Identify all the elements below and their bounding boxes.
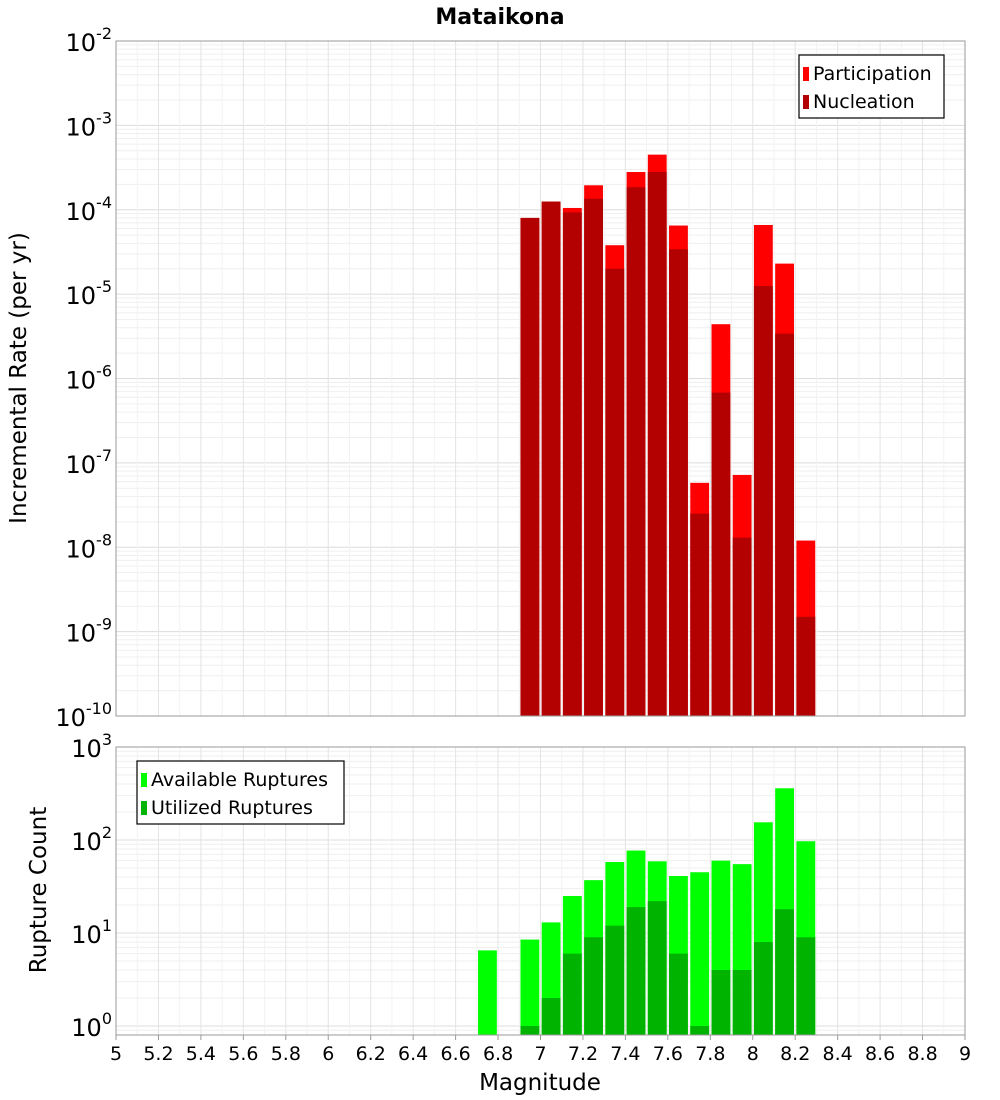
count-bar-utilized-ruptures-7.35 [605,925,625,1035]
rate-bars [520,154,816,717]
rate-legend-label: Nucleation [813,91,915,113]
rate-y-tick-label: 10-5 [66,277,113,310]
x-tick-label: 8.6 [865,1043,895,1065]
x-tick-label: 8.4 [823,1043,853,1065]
x-tick-label: 8.2 [780,1043,810,1065]
rate-bar-nucleation-7.45 [626,187,646,716]
rate-bar-nucleation-7.25 [584,198,603,717]
rate-y-tick-label: 10-4 [66,193,113,226]
x-tick-label: 7 [534,1043,546,1065]
count-legend-swatch [141,773,147,787]
count-legend-swatch [141,801,147,815]
x-axis-label: Magnitude [479,1070,601,1096]
count-y-ticks: 100 101 102 103 [71,730,112,1042]
rate-y-tick-label: 10-6 [66,362,113,395]
rate-legend-label: Participation [813,63,932,85]
x-tick-label: 5.4 [186,1043,216,1065]
rate-y-tick-label: 10-7 [66,446,113,479]
count-bar-utilized-ruptures-7.95 [732,969,752,1035]
count-bar-utilized-ruptures-7.15 [562,953,582,1035]
count-y-tick-label: 100 [71,1009,112,1042]
x-tick-label: 7.6 [653,1043,683,1065]
bottom-y-axis-label: Rupture Count [26,807,52,973]
rate-legend-swatch [803,95,809,109]
chart-title: Mataikona [435,5,564,30]
x-tick-label: 8 [747,1043,759,1065]
count-y-tick-label: 101 [71,916,112,949]
rate-y-tick-label: 10-3 [66,108,113,141]
x-tick-label: 5.2 [143,1043,173,1065]
rate-legend-swatch [803,67,809,81]
rate-bar-nucleation-7.75 [690,513,710,716]
count-bar-utilized-ruptures-8.15 [775,909,794,1035]
x-tick-label: 7.8 [695,1043,725,1065]
x-tick-label: 6 [322,1043,334,1065]
count-bar-utilized-ruptures-7.55 [647,901,667,1035]
x-tick-label: 6.6 [440,1043,470,1065]
rate-bar-nucleation-7.95 [732,537,752,716]
count-bar-available-ruptures-7.75 [690,872,710,1035]
rate-y-tick-label: 10-8 [66,530,113,563]
rate-panel: 10-10 10-9 10-8 10-7 10-6 10-5 10-4 10-3 10-2 Par… [55,24,966,732]
count-bars [478,788,816,1035]
count-bar-utilized-ruptures-6.95 [520,1025,540,1035]
rate-bar-nucleation-8.05 [753,285,773,716]
count-bar-utilized-ruptures-7.85 [711,969,731,1035]
rate-bar-nucleation-7.85 [711,392,731,716]
rate-bar-nucleation-7.15 [562,212,582,717]
x-tick-label: 7.4 [610,1043,640,1065]
rate-grid [115,41,966,717]
top-y-axis-label: Incremental Rate (per yr) [6,232,32,524]
x-ticks: 5 5.2 5.4 5.6 5.8 6 6.2 6.4 6.6 6.8 7 7.2 7.4 7.6 7.8 8… [110,1035,971,1065]
count-bar-available-ruptures-6.95 [520,939,540,1035]
x-tick-label: 6.2 [356,1043,386,1065]
rate-y-tick-label: 10-2 [66,24,113,57]
count-bar-utilized-ruptures-7.45 [626,907,646,1035]
count-bar-utilized-ruptures-7.75 [690,1025,710,1035]
rate-bar-nucleation-6.95 [520,217,540,716]
x-tick-label: 7.2 [568,1043,598,1065]
count-bar-utilized-ruptures-7.65 [669,953,688,1035]
rate-y-tick-label: 10-9 [66,615,113,648]
x-tick-label: 5.8 [271,1043,301,1065]
rate-legend: Participation Nucleation [798,54,945,119]
rate-bar-nucleation-7.55 [647,172,667,716]
rate-y-tick-label: 10-10 [55,699,112,732]
count-bar-utilized-ruptures-7.25 [584,937,603,1035]
x-tick-label: 5 [110,1043,122,1065]
count-panel: 100 101 102 103 Available Ruptures Utilized R… [71,730,966,1042]
x-tick-label: 6.8 [483,1043,513,1065]
x-tick-label: 6.4 [398,1043,428,1065]
rate-bar-nucleation-7.65 [669,249,688,716]
count-y-tick-label: 102 [71,823,112,856]
count-bar-utilized-ruptures-8.05 [753,942,773,1035]
x-tick-label: 8.8 [907,1043,937,1065]
count-legend-label: Available Ruptures [151,769,328,791]
x-tick-label: 5.6 [228,1043,258,1065]
count-bar-utilized-ruptures-7.05 [541,997,561,1035]
count-bar-utilized-ruptures-8.25 [796,937,816,1035]
rate-bar-nucleation-8.25 [796,616,816,716]
count-y-tick-label: 103 [71,730,112,763]
rate-bar-nucleation-8.15 [775,333,794,716]
rate-frame [115,40,966,717]
count-legend: Available Ruptures Utilized Ruptures [136,760,345,825]
x-tick-label: 9 [959,1043,971,1065]
count-bar-available-ruptures-6.75 [478,950,497,1035]
rate-bar-nucleation-7.05 [541,201,561,716]
rate-y-ticks: 10-10 10-9 10-8 10-7 10-6 10-5 10-4 10-3 10-2 [55,24,112,732]
count-legend-label: Utilized Ruptures [151,797,313,819]
rate-bar-nucleation-7.35 [605,268,625,716]
